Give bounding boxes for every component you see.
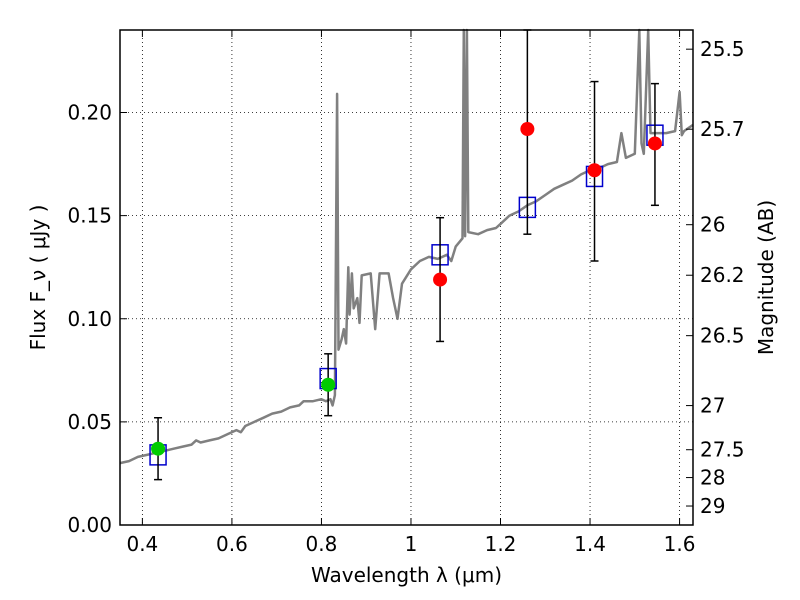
right-tick-label: 28 [700,466,725,490]
y-tick-label: 0.10 [67,307,112,331]
x-tick-label: 1.2 [485,532,517,556]
observed-points [151,122,662,456]
y-axis-label-left: Flux F_ν ( μJy ) [26,205,50,351]
right-tick-label: 26.2 [700,263,745,287]
y-tick-label: 0.15 [67,204,112,228]
right-tick-label: 27.5 [700,438,745,462]
x-tick-label: 1.4 [574,532,606,556]
observed-red-point [433,272,448,287]
observed-green-point [151,441,166,456]
observed-red-point [520,122,535,136]
right-tick-label: 26 [700,213,725,237]
observed-red-point [587,163,602,178]
right-tick-label: 26.5 [700,324,745,348]
observed-green-point [321,377,336,392]
x-tick-label: 1 [405,532,418,556]
x-axis-label: Wavelength λ (μm) [311,563,502,587]
plot-frame [119,29,694,526]
ticks [120,30,693,526]
model-spectrum [119,28,694,465]
x-tick-label: 1.6 [664,532,696,556]
model-spectrum-line [119,28,694,465]
observed-red-point [647,136,662,151]
y-axis-label-right: Magnitude (AB) [754,200,778,355]
grid [120,30,693,526]
right-tick-label: 29 [700,494,725,518]
y-tick-label: 0.05 [67,410,112,434]
right-tick-label: 25.7 [700,117,745,141]
y-tick-label: 0.00 [67,513,112,537]
x-tick-label: 0.6 [216,532,248,556]
right-tick-label: 25.5 [700,37,745,61]
right-tick-label: 27 [700,394,725,418]
y-tick-label: 0.20 [67,101,112,125]
tick-labels: 0.4 0.6 0.8 1 1.2 1.4 1.6 0.00 0.05 0.10 0.15 0.20 2… [67,37,744,556]
x-tick-label: 0.4 [126,532,158,556]
x-tick-label: 0.8 [306,532,338,556]
